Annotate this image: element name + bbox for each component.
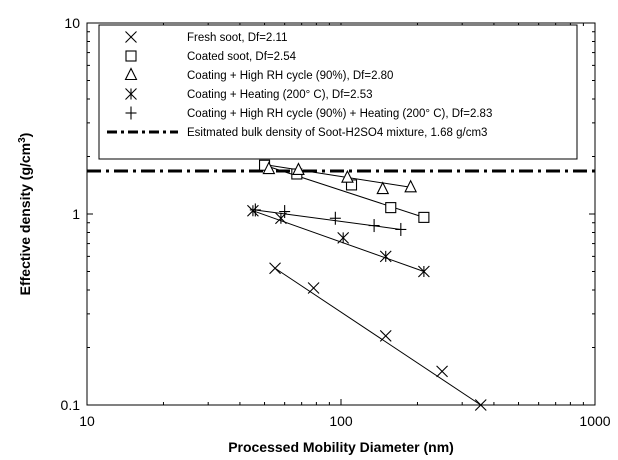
data-point-triangle — [376, 181, 390, 195]
data-point-x — [379, 330, 392, 342]
y-axis-title-main: Effective density (g/cm — [17, 143, 33, 296]
legend-label-coating-rh: Coating + High RH cycle (90%), Df=2.80 — [187, 70, 393, 82]
legend-symbol-x — [125, 31, 137, 43]
data-point-x — [436, 365, 448, 378]
legend-symbol-square — [125, 50, 137, 62]
data-point-asterisk — [418, 265, 430, 278]
x-axis-title: Processed Mobility Diameter (nm) — [228, 439, 454, 455]
fit-line — [268, 164, 411, 188]
data-point-triangle — [292, 162, 305, 176]
data-point-asterisk — [247, 204, 259, 217]
legend-symbol-asterisk — [125, 88, 137, 100]
data-point-triangle — [341, 169, 354, 183]
fit-line — [274, 267, 482, 406]
data-point-x — [269, 262, 281, 275]
data-markers — [247, 159, 487, 411]
tick-labels: 10 100 1000 0.1 1 10 — [61, 15, 611, 429]
y-axis-title: Effective density (g/cm3) — [17, 133, 33, 296]
legend-label-fresh-soot: Fresh soot, Df=2.11 — [187, 32, 287, 44]
data-point-asterisk — [379, 250, 392, 263]
fit-lines — [252, 164, 482, 406]
y-tick-label: 0.1 — [61, 397, 81, 413]
legend: Fresh soot, Df=2.11 Coated soot, Df=2.54… — [98, 24, 578, 160]
data-point-asterisk — [337, 231, 350, 244]
legend-label-coating-rh-heating: Coating + High RH cycle (90%) + Heating … — [187, 108, 492, 120]
legend-symbol-plus — [125, 106, 137, 120]
data-point-square — [385, 202, 397, 214]
data-point-plus — [329, 211, 341, 225]
data-point-x — [307, 282, 320, 294]
legend-symbols — [107, 31, 178, 134]
fit-line — [264, 164, 425, 218]
y-axis-title-superscript: 3 — [17, 137, 28, 143]
data-point-square — [418, 211, 430, 223]
x-tick-label: 1000 — [579, 413, 610, 429]
y-tick-label: 10 — [64, 15, 80, 31]
legend-symbol-triangle — [124, 67, 138, 81]
data-point-plus — [249, 203, 261, 217]
plot-area — [86, 22, 596, 406]
legend-box — [98, 24, 578, 160]
data-point-plus — [368, 219, 380, 233]
legend-label-coating-heating: Coating + Heating (200° C), Df=2.53 — [187, 89, 373, 101]
fit-line — [255, 209, 401, 230]
data-point-plus — [395, 222, 407, 236]
data-point-triangle — [404, 179, 418, 193]
x-tick-label: 10 — [79, 413, 95, 429]
data-point-triangle — [262, 161, 276, 175]
legend-label-bulk-density: Esitmated bulk density of Soot-H2SO4 mix… — [187, 127, 487, 139]
data-point-plus — [279, 205, 291, 219]
x-tick-label: 100 — [329, 413, 353, 429]
y-tick-label: 1 — [72, 206, 80, 222]
y-axis-title-tail: ) — [17, 133, 33, 138]
legend-label-coated-soot: Coated soot, Df=2.54 — [187, 51, 297, 63]
